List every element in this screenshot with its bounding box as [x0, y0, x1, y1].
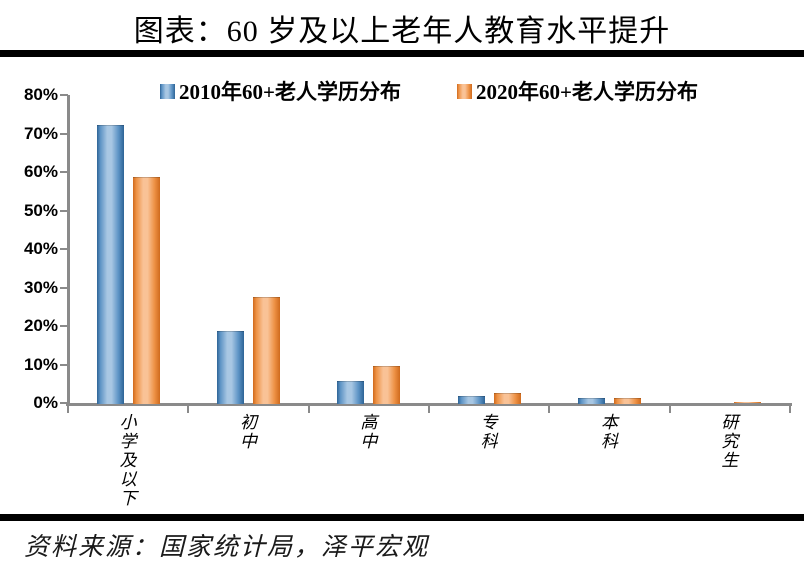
bar-2010年60+老人学历分布-高中 [337, 381, 365, 404]
y-axis-tick-label: 50% [23, 200, 58, 220]
y-axis-tick [60, 363, 68, 366]
y-axis-line [67, 95, 70, 406]
bar-2020年60+老人学历分布-小学及以下 [132, 177, 160, 404]
y-axis-tick [60, 286, 68, 289]
x-axis-tick [307, 406, 310, 413]
x-axis-line [66, 403, 792, 406]
x-axis-tick [67, 406, 69, 413]
x-category-label-初中: 初 中 [240, 413, 257, 451]
bar-2020年60+老人学历分布-初中 [253, 297, 280, 404]
x-axis-tick [187, 406, 190, 413]
x-category-label-专科: 专 科 [480, 413, 498, 451]
source-note: 资料来源：国家统计局，泽平宏观 [24, 534, 430, 561]
y-axis-tick [60, 325, 68, 327]
y-axis-tick [60, 248, 68, 250]
legend-item-2010: 2010年60+老人学历分布 [160, 76, 401, 106]
y-axis-tick-label: 20% [23, 316, 58, 335]
y-axis-tick-label: 60% [23, 162, 58, 181]
y-axis-tick-label: 40% [23, 239, 58, 258]
bar-2020年60+老人学历分布-专科 [493, 393, 521, 404]
x-axis-tick [548, 406, 551, 413]
bar-2020年60+老人学历分布-高中 [373, 366, 401, 404]
x-category-label-小学及以下: 小 学 及 以 下 [119, 413, 137, 508]
y-axis-tick-label: 30% [23, 277, 58, 297]
y-axis-tick [60, 132, 68, 135]
legend-label-2010: 2010年60+老人学历分布 [179, 80, 401, 104]
y-axis-tick-label: 10% [23, 354, 58, 374]
y-axis-tick [60, 94, 68, 96]
x-category-label-研究生: 研 究 生 [721, 413, 739, 470]
bottom-divider-rule [0, 514, 804, 521]
x-category-label-本科: 本 科 [601, 413, 618, 451]
y-axis-tick [60, 209, 68, 212]
bar-2010年60+老人学历分布-初中 [217, 331, 244, 404]
y-axis-tick [60, 402, 68, 404]
legend-swatch-2010-icon [160, 83, 176, 99]
bar-2010年60+老人学历分布-专科 [457, 395, 485, 404]
legend-label-2020: 2020年60+老人学历分布 [476, 80, 698, 104]
bar-2010年60+老人学历分布-本科 [578, 397, 605, 404]
y-axis-tick [60, 171, 68, 173]
bar-2020年60+老人学历分布-本科 [614, 398, 641, 404]
legend-swatch-2020-icon [457, 83, 472, 99]
chart-legend: 2010年60+老人学历分布 2020年60+老人学历分布 [68, 76, 790, 106]
x-axis-tick [668, 406, 671, 413]
y-axis-tick-label: 80% [23, 85, 58, 104]
chart-title: 图表：60 岁及以上老年人教育水平提升 [133, 15, 671, 48]
y-axis-tick-label: 0% [33, 393, 58, 412]
legend-item-2020: 2020年60+老人学历分布 [457, 76, 698, 106]
bar-2010年60+老人学历分布-小学及以下 [96, 125, 124, 404]
bar-2020年60+老人学历分布-研究生 [734, 402, 762, 403]
top-divider-rule [0, 50, 804, 57]
x-axis-tick [789, 406, 791, 413]
x-axis-tick [428, 406, 430, 413]
x-category-label-高中: 高 中 [360, 413, 378, 451]
y-axis-tick-label: 70% [23, 123, 58, 143]
